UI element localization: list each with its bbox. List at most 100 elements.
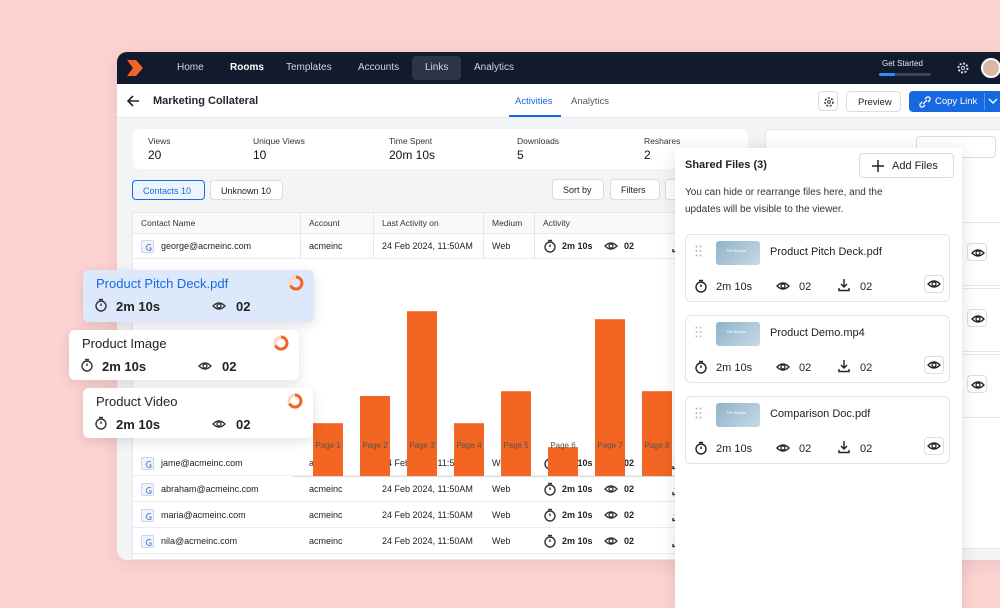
bar [642, 391, 672, 476]
file-card: The Basics Comparison Doc.pdf 2m 10s 02 02 [685, 396, 950, 464]
row-divider [133, 475, 773, 476]
x-tick-label: Page 4 [456, 441, 482, 450]
account: acmeinc [309, 241, 343, 251]
back-arrow [126, 95, 139, 107]
file-card: The Basics Product Demo.mp4 2m 10s 02 02 [685, 315, 950, 383]
file-views: 02 [799, 362, 812, 374]
eye-button[interactable] [924, 356, 944, 374]
contact-email: abraham@acmeinc.com [161, 484, 259, 494]
medium: Web [492, 484, 511, 494]
file-downloads: 02 [860, 281, 873, 293]
top-nav: Home Rooms Templates Accounts Links Analytics… [117, 52, 1000, 84]
contacts-filter[interactable]: Contacts 10 [132, 180, 205, 200]
contact-icon [141, 240, 154, 253]
contact-icon [141, 509, 154, 522]
sort-label: Sort by [563, 185, 592, 195]
timer-icon [81, 358, 93, 372]
medium: Web [492, 241, 511, 251]
nav-item[interactable]: Rooms [230, 62, 264, 73]
column-header: Contact Name [141, 218, 196, 228]
tab[interactable]: Activities [515, 96, 553, 107]
tab[interactable]: Analytics [571, 96, 610, 107]
eye-icon [212, 420, 226, 428]
page-title: Marketing Collateral [153, 95, 259, 107]
timer-icon [544, 239, 556, 253]
filters-button[interactable]: Filters [610, 179, 660, 200]
last-activity: 24 Feb 2024, 11:50AM [382, 536, 473, 546]
file-name: Product Pitch Deck.pdf [770, 246, 882, 258]
file-views: 02 [799, 281, 812, 293]
thumbnail: The Basics [716, 403, 760, 427]
contact-email: maria@acmeinc.com [161, 510, 246, 520]
x-tick-label: Page 5 [503, 441, 529, 450]
column-divider [373, 213, 374, 258]
views: 02 [624, 484, 635, 494]
bar [548, 447, 578, 476]
eye-icon [604, 511, 618, 519]
row-divider [133, 501, 773, 502]
medium: Web [492, 536, 511, 546]
nav-item[interactable]: Accounts [358, 62, 400, 73]
card-views: 02 [222, 359, 237, 374]
stat-value: 20 [148, 148, 162, 162]
thumbnail-label: The Basics [726, 329, 746, 334]
time-spent: 2m 10s [562, 536, 593, 546]
settings-icon [824, 97, 834, 107]
x-tick-label: Page 6 [550, 441, 576, 450]
views: 02 [624, 241, 635, 251]
download-icon [838, 360, 850, 373]
eye-icon [212, 302, 226, 310]
bar [360, 396, 390, 476]
eye-button[interactable] [924, 437, 944, 455]
column-header: Last Activity on [382, 218, 439, 228]
contact-icon [141, 535, 154, 548]
account: acmeinc [309, 536, 343, 546]
stat-label: Reshares [644, 136, 681, 146]
progress-ring [288, 275, 304, 291]
eye-icon [927, 442, 941, 450]
unknown-filter[interactable]: Unknown 10 [210, 180, 283, 200]
last-activity: 24 Feb 2024, 11:50AM [382, 510, 473, 520]
x-tick-label: Page 8 [644, 441, 670, 450]
nav-item[interactable]: Templates [286, 62, 332, 73]
timer-icon [544, 534, 556, 548]
preview-button[interactable]: Preview [846, 91, 901, 112]
x-tick-label: Page 7 [597, 441, 623, 450]
stat-label: Unique Views [253, 136, 305, 146]
contact-glyph [145, 244, 152, 251]
file-activity-card: Product Image 2m 10s 02 [69, 330, 299, 380]
copy-link-button[interactable]: Copy Link [909, 91, 1000, 112]
stat-value: 5 [517, 148, 524, 162]
get-started[interactable]: Get Started [882, 59, 923, 68]
add-files-button[interactable]: Add Files [859, 153, 954, 178]
contact-email: nila@acmeinc.com [161, 536, 238, 546]
plus-icon [872, 160, 884, 172]
eye-button[interactable] [924, 275, 944, 293]
card-views: 02 [236, 299, 251, 314]
sort-button[interactable]: Sort by [552, 179, 604, 200]
card-time: 2m 10s [116, 299, 161, 314]
nav-item[interactable]: Analytics [474, 62, 515, 73]
account: acmeinc [309, 510, 343, 520]
timer-icon [695, 441, 707, 455]
nav-item[interactable]: Links [425, 62, 449, 73]
views: 02 [624, 458, 635, 468]
contact-glyph [145, 487, 152, 494]
table: Contact Name Account Last Activity on Mediu… [132, 212, 773, 560]
progress-ring [273, 335, 289, 351]
stats-card: Views 20 Unique Views 10 Time Spent 20m 10s Do… [133, 129, 748, 169]
progress-track [879, 73, 931, 76]
settings-button[interactable] [818, 91, 838, 111]
settings-icon [957, 62, 969, 74]
contact-email: jame@acmeinc.com [161, 458, 243, 468]
filters-label: Filters [621, 185, 646, 195]
thumbnail-label: The Basics [726, 410, 746, 415]
nav-item[interactable]: Home [177, 62, 204, 73]
time-spent: 2m 10s [562, 484, 593, 494]
card-time: 2m 10s [102, 359, 147, 374]
eye-icon [198, 362, 212, 370]
x-tick-label: Page 3 [409, 441, 435, 450]
drag-handle [695, 407, 702, 419]
